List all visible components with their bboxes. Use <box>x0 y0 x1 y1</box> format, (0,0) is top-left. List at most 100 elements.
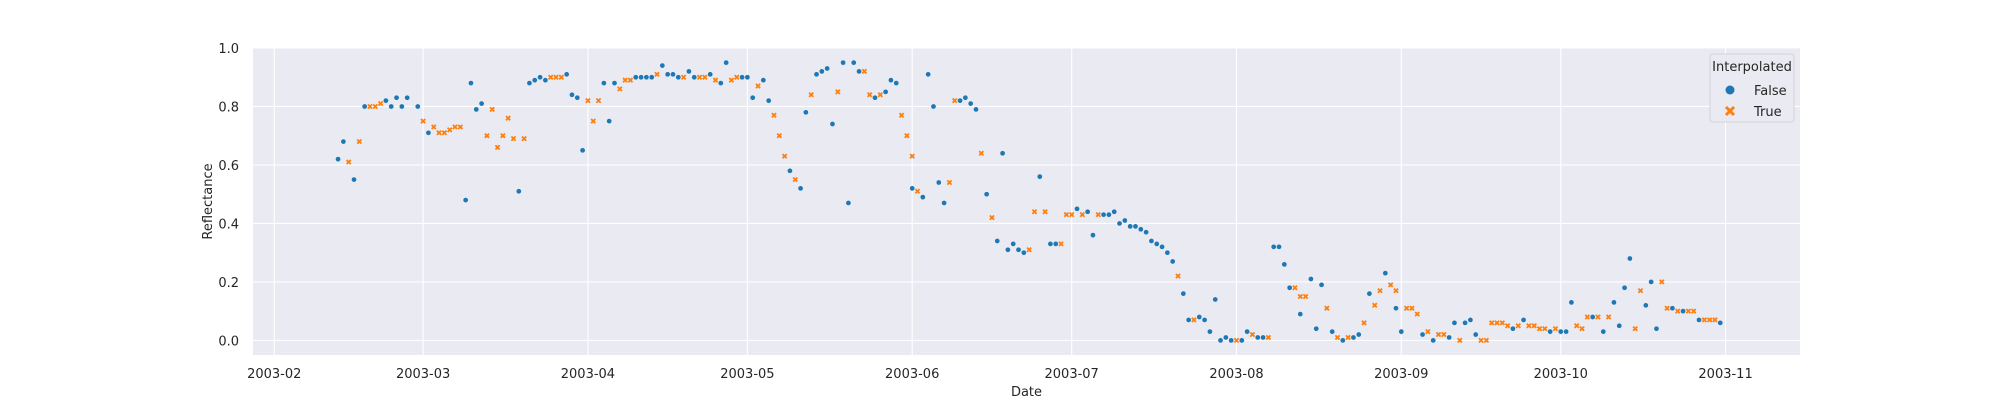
data-point <box>473 106 480 113</box>
data-point <box>1132 223 1139 230</box>
data-point <box>1669 305 1676 312</box>
data-point-x <box>1393 287 1399 294</box>
data-point <box>1047 241 1054 247</box>
data-point <box>1159 244 1165 250</box>
data-point <box>872 94 878 101</box>
data-point-x <box>1515 323 1521 329</box>
x-tick-label: 2003-06 <box>885 367 939 382</box>
data-point-x <box>356 138 363 145</box>
data-point <box>1074 206 1080 212</box>
data-point <box>1696 317 1702 323</box>
data-point <box>1010 241 1017 247</box>
data-point <box>1600 328 1607 335</box>
data-point <box>659 62 666 69</box>
x-tick-label: 2003-04 <box>561 367 615 382</box>
data-point <box>1318 282 1325 288</box>
data-point <box>1052 241 1059 247</box>
data-point <box>707 71 713 78</box>
data-point <box>542 77 549 83</box>
data-point <box>819 68 825 75</box>
data-point-x <box>441 130 448 136</box>
data-point-x <box>1632 325 1638 332</box>
data-point-x <box>585 97 591 104</box>
data-point <box>1260 334 1266 341</box>
data-point <box>1021 249 1027 256</box>
data-point-x <box>1488 320 1495 326</box>
data-point <box>462 197 469 203</box>
data-point <box>962 94 969 101</box>
data-point <box>840 59 846 66</box>
data-point <box>1254 334 1261 341</box>
data-point-x <box>457 124 464 130</box>
data-point <box>1153 241 1160 247</box>
data-point-x <box>372 103 379 110</box>
data-point <box>1100 211 1107 218</box>
data-point <box>1244 328 1250 335</box>
data-point-x <box>680 74 687 80</box>
data-point <box>1717 320 1724 326</box>
data-point <box>1355 331 1362 338</box>
data-point <box>1036 173 1043 180</box>
data-point-x <box>877 92 884 98</box>
data-point-x <box>1068 211 1075 218</box>
data-point <box>1419 331 1426 338</box>
data-point <box>925 71 931 78</box>
data-point-x <box>500 132 506 139</box>
data-point-x <box>1483 337 1490 344</box>
data-point-x <box>505 115 511 121</box>
data-point <box>1520 317 1527 323</box>
data-point-x <box>1265 334 1272 341</box>
data-point-x <box>1425 328 1431 335</box>
legend-item: False <box>1725 84 1787 99</box>
data-point-x <box>734 74 740 80</box>
data-point-x <box>1063 211 1070 218</box>
x-tick-label: 2003-03 <box>396 367 450 382</box>
data-point <box>1276 244 1282 250</box>
x-axis-label: Date <box>1011 385 1042 400</box>
x-tick-label: 2003-09 <box>1374 367 1428 382</box>
data-point <box>1446 334 1452 341</box>
data-point <box>983 191 990 197</box>
data-point <box>563 71 570 78</box>
data-point <box>425 129 432 136</box>
legend-items: False True <box>1724 84 1787 120</box>
grid <box>253 47 1800 355</box>
data-point <box>930 103 937 110</box>
data-point <box>691 74 698 81</box>
legend-label: False <box>1754 84 1787 99</box>
data-point <box>579 147 586 154</box>
data-point <box>611 80 618 86</box>
data-point <box>686 68 692 75</box>
data-point <box>1223 334 1229 341</box>
data-point <box>1228 337 1234 344</box>
data-point <box>1137 226 1144 233</box>
series-false <box>335 59 1724 344</box>
data-point-x <box>452 124 458 130</box>
data-point-x <box>978 150 985 156</box>
data-point-x <box>1387 282 1394 288</box>
data-point <box>664 71 671 78</box>
data-point-x <box>914 188 921 195</box>
data-point <box>340 138 347 145</box>
data-point-x <box>1361 320 1367 326</box>
data-point <box>648 74 655 81</box>
data-point <box>920 194 926 200</box>
data-point <box>760 77 767 83</box>
data-point-x <box>712 77 719 83</box>
x-axis-ticks: 2003-02 2003-03 2003-04 2003-05 2003-06 2003-… <box>247 367 1753 382</box>
data-point-x <box>558 74 565 80</box>
data-point <box>1196 314 1203 320</box>
data-point-x <box>436 130 442 136</box>
data-point <box>957 97 963 104</box>
data-point-x <box>489 106 495 113</box>
data-point <box>335 156 341 162</box>
data-point-x <box>1403 305 1410 311</box>
data-point <box>893 80 900 86</box>
data-point <box>388 103 395 110</box>
data-point-x <box>909 153 915 159</box>
data-point <box>1106 211 1112 218</box>
data-point <box>574 94 581 101</box>
data-point <box>1207 328 1213 335</box>
data-point-x <box>1579 325 1585 332</box>
data-point <box>1270 244 1277 250</box>
